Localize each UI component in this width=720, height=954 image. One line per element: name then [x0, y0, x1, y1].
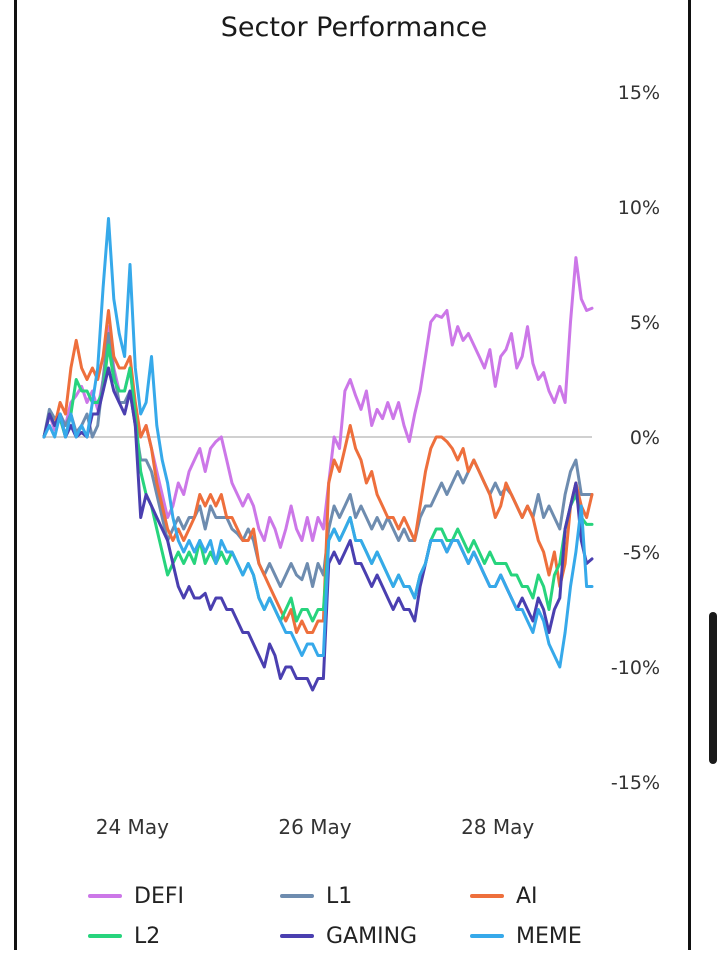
- legend-item-l1[interactable]: L1: [280, 878, 352, 914]
- x-tick-label: 24 May: [96, 815, 169, 839]
- legend-item-gaming[interactable]: GAMING: [280, 918, 417, 954]
- legend-label: MEME: [516, 923, 582, 949]
- legend-label: L1: [326, 883, 353, 909]
- legend-label: AI: [516, 883, 538, 909]
- legend-item-defi[interactable]: DEFI: [88, 878, 184, 914]
- y-tick-label: -15%: [611, 772, 660, 794]
- legend-swatch: [470, 894, 504, 898]
- series-line-ai: [42, 309, 594, 634]
- y-tick-label: 0%: [630, 427, 660, 449]
- chart-title: Sector Performance: [220, 12, 488, 43]
- chart-legend: DEFI L1 AI L2 GAMING MEME: [0, 878, 708, 950]
- legend-item-ai[interactable]: AI: [470, 878, 538, 914]
- series-line-meme: [42, 217, 594, 669]
- window-frame-left: [14, 0, 17, 950]
- legend-swatch: [280, 934, 314, 938]
- legend-swatch: [88, 894, 122, 898]
- legend-label: DEFI: [134, 883, 184, 909]
- window-frame-right: [688, 0, 691, 950]
- x-tick-label: 28 May: [461, 815, 534, 839]
- legend-item-l2[interactable]: L2: [88, 918, 160, 954]
- legend-item-meme[interactable]: MEME: [470, 918, 582, 954]
- y-tick-label: 5%: [630, 312, 660, 334]
- legend-label: GAMING: [326, 923, 418, 949]
- series-line-l2: [42, 343, 594, 623]
- legend-swatch: [280, 894, 314, 898]
- series-line-gaming: [42, 366, 594, 692]
- legend-swatch: [88, 934, 122, 938]
- legend-swatch: [470, 934, 504, 938]
- y-tick-label: -5%: [623, 542, 660, 564]
- scrollbar-thumb[interactable]: [709, 612, 717, 764]
- y-tick-label: 10%: [618, 197, 660, 219]
- y-tick-label: 15%: [618, 82, 660, 104]
- y-tick-label: -10%: [611, 657, 660, 679]
- x-tick-label: 26 May: [278, 815, 351, 839]
- series-line-l1: [42, 332, 594, 588]
- legend-label: L2: [134, 923, 161, 949]
- line-chart: 15% 10% 5% 0% -5% -10% -15% 24 May 26 May 28 May: [42, 82, 660, 839]
